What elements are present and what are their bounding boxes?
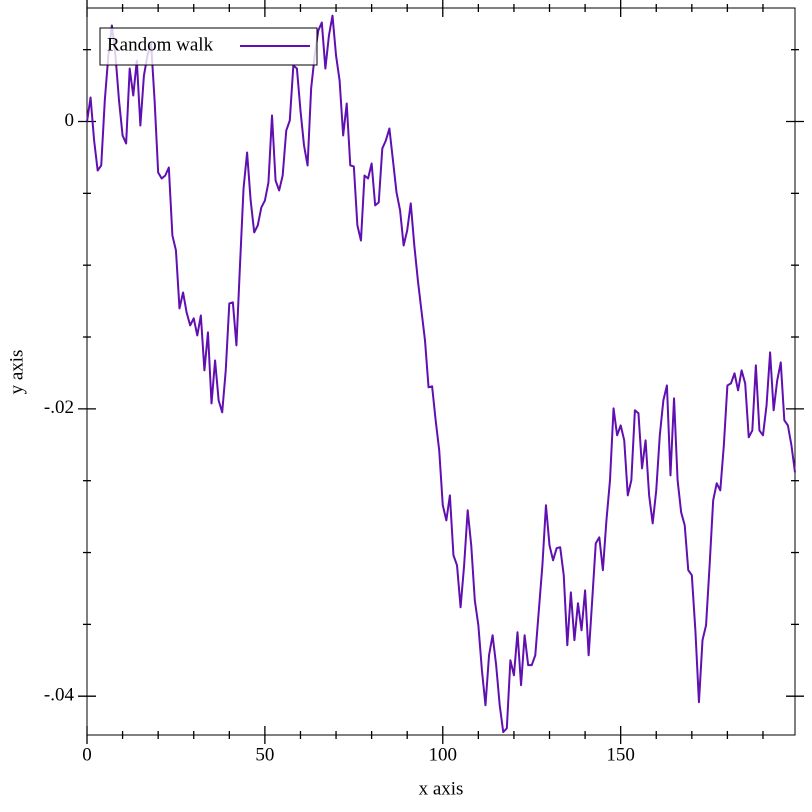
x-tick-label: 150 [606,744,635,765]
data-line [86,14,796,734]
legend: Random walk [99,27,318,66]
y-tick-label: -.02 [44,397,74,418]
x-tick-label: 0 [82,744,92,765]
y-tick-label: 0 [65,110,75,131]
plot-frame [86,7,796,736]
x-tick-label: 50 [255,744,274,765]
y-axis-label: y axis [6,350,27,395]
legend-label: Random walk [107,34,214,55]
y-tick-label: -.04 [44,685,75,706]
x-axis-label: x axis [419,778,464,799]
x-tick-label: 100 [429,744,458,765]
